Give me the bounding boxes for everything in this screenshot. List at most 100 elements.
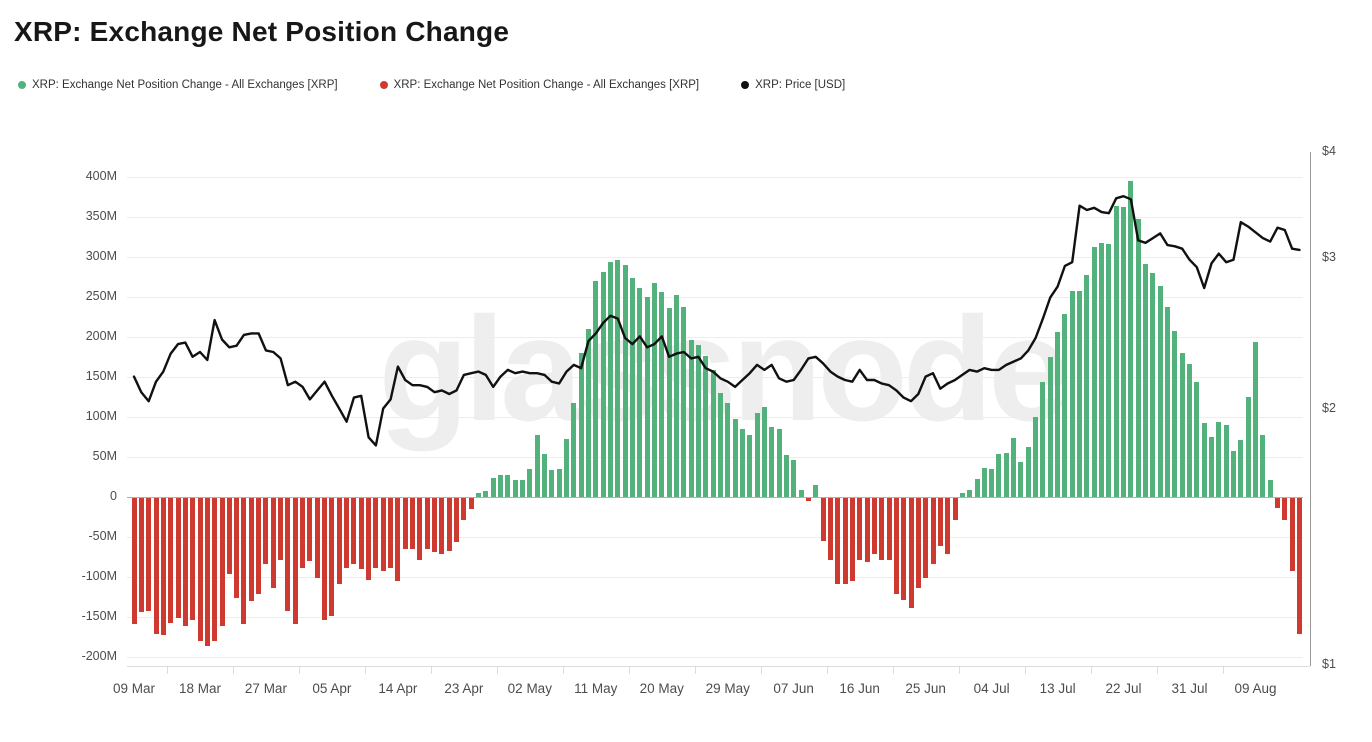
net-position-bar-negative[interactable] xyxy=(248,498,254,602)
net-position-bar-negative[interactable] xyxy=(827,498,833,561)
net-position-bar-negative[interactable] xyxy=(461,498,467,521)
net-position-bar-positive[interactable] xyxy=(1047,357,1053,497)
net-position-bar-positive[interactable] xyxy=(1187,364,1192,497)
net-position-bar-positive[interactable] xyxy=(1143,264,1148,497)
net-position-bar-positive[interactable] xyxy=(1216,421,1222,497)
net-position-bar-positive[interactable] xyxy=(1194,381,1200,497)
net-position-bar-negative[interactable] xyxy=(307,498,313,562)
net-position-bar-negative[interactable] xyxy=(871,498,877,554)
net-position-bar-negative[interactable] xyxy=(454,498,459,542)
net-position-bar-positive[interactable] xyxy=(637,288,643,497)
net-position-bar-positive[interactable] xyxy=(1055,332,1061,497)
net-position-bar-negative[interactable] xyxy=(468,498,474,510)
net-position-bar-negative[interactable] xyxy=(835,498,841,585)
net-position-bar-negative[interactable] xyxy=(424,498,430,550)
legend-item-net-position-inflow[interactable]: XRP: Exchange Net Position Change - All … xyxy=(18,79,338,91)
net-position-bar-negative[interactable] xyxy=(241,498,247,625)
net-position-bar-positive[interactable] xyxy=(1172,331,1178,497)
net-position-bar-negative[interactable] xyxy=(256,498,262,594)
net-position-bar-negative[interactable] xyxy=(322,498,328,620)
net-position-bar-negative[interactable] xyxy=(197,498,203,642)
legend-item-price[interactable]: XRP: Price [USD] xyxy=(741,79,845,91)
net-position-bar-positive[interactable] xyxy=(622,265,628,497)
net-position-bar-positive[interactable] xyxy=(629,277,635,497)
net-position-bar-positive[interactable] xyxy=(761,406,767,497)
net-position-bar-positive[interactable] xyxy=(1231,451,1236,497)
net-position-bar-negative[interactable] xyxy=(1275,498,1280,508)
net-position-bar-negative[interactable] xyxy=(373,498,379,568)
net-position-bar-positive[interactable] xyxy=(476,493,481,497)
net-position-bar-positive[interactable] xyxy=(593,281,599,497)
net-position-bar-positive[interactable] xyxy=(586,329,591,497)
net-position-bar-negative[interactable] xyxy=(380,498,386,571)
net-position-bar-positive[interactable] xyxy=(1011,437,1017,497)
net-position-bar-positive[interactable] xyxy=(659,292,665,497)
net-position-bar-negative[interactable] xyxy=(857,498,863,560)
net-position-bar-positive[interactable] xyxy=(549,469,555,497)
net-position-bar-negative[interactable] xyxy=(263,498,269,565)
net-position-bar-negative[interactable] xyxy=(219,498,225,626)
net-position-bar-positive[interactable] xyxy=(791,460,797,497)
net-position-bar-negative[interactable] xyxy=(879,498,885,560)
net-position-bar-negative[interactable] xyxy=(923,498,929,578)
net-position-bar-positive[interactable] xyxy=(1179,353,1185,497)
net-position-bar-positive[interactable] xyxy=(1209,437,1214,497)
net-position-bar-positive[interactable] xyxy=(739,429,745,497)
net-position-bar-negative[interactable] xyxy=(417,498,423,560)
net-position-bar-negative[interactable] xyxy=(204,498,210,646)
net-position-bar-positive[interactable] xyxy=(1062,313,1068,497)
net-position-bar-positive[interactable] xyxy=(710,369,716,497)
net-position-bar-positive[interactable] xyxy=(1165,307,1170,497)
net-position-bar-positive[interactable] xyxy=(1260,435,1266,497)
net-position-bar-negative[interactable] xyxy=(945,498,951,554)
net-position-bar-negative[interactable] xyxy=(226,498,232,574)
net-position-bar-negative[interactable] xyxy=(820,498,826,542)
net-position-bar-negative[interactable] xyxy=(234,498,240,598)
net-position-bar-positive[interactable] xyxy=(483,490,489,497)
net-position-bar-positive[interactable] xyxy=(967,489,973,497)
net-position-bar-positive[interactable] xyxy=(512,480,518,497)
net-position-bar-positive[interactable] xyxy=(681,306,687,497)
net-position-bar-negative[interactable] xyxy=(388,498,394,568)
net-position-bar-positive[interactable] xyxy=(1091,247,1097,497)
net-position-bar-positive[interactable] xyxy=(725,403,731,497)
net-position-bar-negative[interactable] xyxy=(1282,498,1288,520)
net-position-bar-negative[interactable] xyxy=(886,498,892,560)
net-position-bar-positive[interactable] xyxy=(1238,440,1244,497)
net-position-bar-negative[interactable] xyxy=(805,498,811,502)
net-position-bar-positive[interactable] xyxy=(1157,285,1163,497)
net-position-bar-negative[interactable] xyxy=(366,498,372,580)
net-position-bar-positive[interactable] xyxy=(1003,453,1009,497)
net-position-bar-negative[interactable] xyxy=(292,498,298,625)
net-position-bar-positive[interactable] xyxy=(1150,273,1156,497)
net-position-bar-positive[interactable] xyxy=(1135,219,1141,497)
net-position-bar-negative[interactable] xyxy=(930,498,936,564)
net-position-bar-negative[interactable] xyxy=(270,498,276,588)
net-position-bar-negative[interactable] xyxy=(915,498,921,588)
net-position-bar-negative[interactable] xyxy=(1289,498,1295,571)
net-position-bar-negative[interactable] xyxy=(893,498,899,594)
net-position-bar-positive[interactable] xyxy=(996,453,1002,497)
net-position-bar-positive[interactable] xyxy=(578,353,584,497)
net-position-bar-positive[interactable] xyxy=(534,434,540,497)
net-position-bar-positive[interactable] xyxy=(1106,244,1112,497)
net-position-bar-positive[interactable] xyxy=(688,340,694,497)
net-position-bar-positive[interactable] xyxy=(615,260,621,497)
net-position-bar-positive[interactable] xyxy=(1201,422,1207,497)
net-position-bar-positive[interactable] xyxy=(732,418,738,497)
net-position-bar-negative[interactable] xyxy=(908,498,914,609)
net-position-bar-negative[interactable] xyxy=(285,498,291,611)
net-position-bar-positive[interactable] xyxy=(1099,242,1105,497)
net-position-bar-positive[interactable] xyxy=(608,261,613,497)
net-position-bar-positive[interactable] xyxy=(600,272,606,497)
net-position-bar-negative[interactable] xyxy=(168,498,174,623)
net-position-bar-negative[interactable] xyxy=(842,498,848,585)
net-position-bar-negative[interactable] xyxy=(901,498,907,600)
net-position-bar-positive[interactable] xyxy=(556,469,562,497)
net-position-bar-positive[interactable] xyxy=(1245,397,1251,497)
net-position-bar-positive[interactable] xyxy=(1069,290,1075,497)
net-position-bar-positive[interactable] xyxy=(673,295,679,497)
net-position-bar-negative[interactable] xyxy=(175,498,181,618)
net-position-bar-negative[interactable] xyxy=(138,498,144,613)
net-position-bar-positive[interactable] xyxy=(1253,341,1258,497)
